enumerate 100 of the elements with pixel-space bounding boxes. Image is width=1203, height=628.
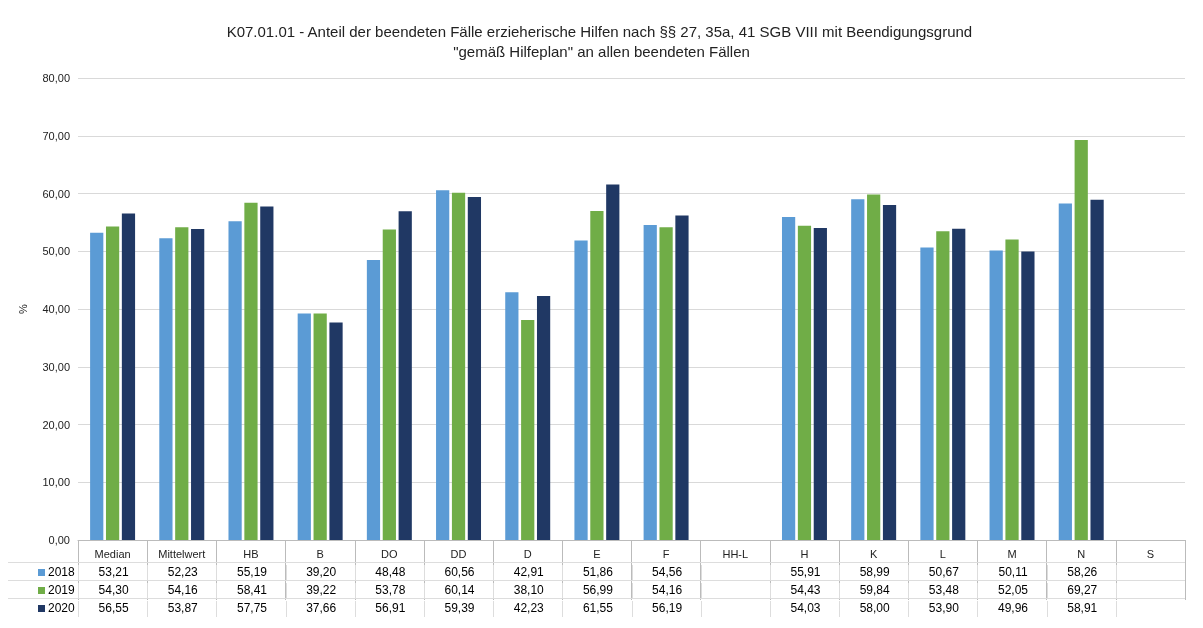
bar xyxy=(366,260,381,540)
bar xyxy=(451,192,466,540)
data-label: 39,22 xyxy=(285,583,356,599)
data-label: 48,48 xyxy=(354,565,425,581)
data-label: 50,11 xyxy=(977,565,1048,581)
x-tick-label: B xyxy=(316,547,324,560)
bar xyxy=(797,225,812,540)
y-tick-label: 70,00 xyxy=(42,129,70,142)
bar xyxy=(297,313,311,540)
bar xyxy=(505,292,519,540)
y-tick-label: 0,00 xyxy=(48,534,70,546)
bar xyxy=(813,227,827,540)
data-label: 54,03 xyxy=(769,601,841,617)
chart-title: K07.01.01 - Anteil der beendeten Fälle erzieherische Hilfen nach §§ 27, 35a, 41 SGB VIII mit Beendigungsgrund "gemäß Hilfeplan" an allen beendeten Fällen xyxy=(226,22,977,60)
data-label: 53,87 xyxy=(147,601,218,617)
bar xyxy=(398,211,412,540)
bar xyxy=(159,238,173,540)
y-tick-label: 20,00 xyxy=(42,418,70,431)
data-label: 56,55 xyxy=(78,601,149,617)
x-tick-label: Mittelwert xyxy=(158,547,206,560)
bar xyxy=(191,228,205,540)
data-label: 60,56 xyxy=(423,565,495,581)
x-tick-label: M xyxy=(1007,547,1017,560)
bar xyxy=(90,232,104,540)
data-label: 54,16 xyxy=(631,583,702,599)
y-tick-label: 10,00 xyxy=(42,476,70,489)
bar xyxy=(867,194,881,540)
data-label: 53,21 xyxy=(78,565,149,581)
data-label: 42,91 xyxy=(493,565,564,581)
bar xyxy=(606,184,620,540)
bar xyxy=(1021,251,1035,540)
bar xyxy=(1058,203,1072,540)
bar xyxy=(1074,139,1088,540)
y-tick-label: 50,00 xyxy=(42,245,70,258)
x-tick-label: K xyxy=(869,547,878,560)
bar xyxy=(675,215,689,540)
data-label: 58,26 xyxy=(1046,565,1117,581)
data-label: 59,39 xyxy=(423,601,495,617)
data-label: 50,67 xyxy=(908,565,979,581)
bar xyxy=(228,221,242,540)
bar xyxy=(882,205,897,540)
data-label: 54,16 xyxy=(147,583,218,599)
data-label: 60,14 xyxy=(423,583,495,599)
data-label: 56,99 xyxy=(562,583,633,599)
bar xyxy=(536,296,551,540)
bar xyxy=(989,250,1003,540)
y-tick-label: 40,00 xyxy=(42,303,70,315)
data-label: 58,99 xyxy=(839,565,910,581)
data-label: 53,48 xyxy=(908,583,979,599)
bar xyxy=(260,206,274,540)
x-tick-label: HB xyxy=(243,547,259,560)
data-label: 55,91 xyxy=(769,565,841,581)
data-label: 56,19 xyxy=(631,601,702,617)
bar xyxy=(574,240,588,540)
data-label: 53,90 xyxy=(908,601,979,617)
bar xyxy=(920,247,934,540)
data-label: 53,78 xyxy=(354,583,425,599)
data-label: 56,91 xyxy=(354,601,425,617)
x-tick-label: H xyxy=(800,547,809,560)
legend-label: 2020 xyxy=(48,601,75,615)
y-tick-label: 30,00 xyxy=(42,360,70,373)
data-label: 51,86 xyxy=(562,565,633,581)
data-label: 59,84 xyxy=(839,583,910,599)
data-label: 42,23 xyxy=(493,601,564,617)
y-axis-title: % xyxy=(16,303,29,314)
y-tick-label: 80,00 xyxy=(42,72,70,84)
bar xyxy=(382,229,396,540)
bar xyxy=(936,231,950,540)
data-label: 58,00 xyxy=(839,601,910,617)
bar xyxy=(781,217,796,540)
data-label: 52,05 xyxy=(977,583,1048,599)
bar xyxy=(329,322,343,540)
bar xyxy=(851,199,865,540)
bar xyxy=(1005,239,1019,540)
data-label: 52,23 xyxy=(147,565,218,581)
data-label: 39,20 xyxy=(285,565,356,581)
bar xyxy=(952,228,966,540)
data-label: 58,41 xyxy=(216,583,287,599)
x-tick-label: N xyxy=(1077,547,1086,560)
x-tick-label: Median xyxy=(94,547,131,560)
bar xyxy=(467,197,482,540)
bar xyxy=(643,224,657,540)
legend-label: 2019 xyxy=(48,583,75,597)
bar xyxy=(436,190,450,540)
x-tick-label: F xyxy=(662,547,670,560)
x-tick-label: D xyxy=(523,547,532,560)
data-label: 37,66 xyxy=(285,601,356,617)
bar xyxy=(244,202,258,540)
data-label: 54,30 xyxy=(78,583,149,599)
x-tick-label: S xyxy=(1146,547,1155,560)
data-label: 54,56 xyxy=(631,565,702,581)
bar xyxy=(1090,199,1104,540)
data-label: 69,27 xyxy=(1046,583,1117,599)
bar xyxy=(105,226,120,540)
bar xyxy=(659,227,673,540)
bar xyxy=(175,227,189,540)
data-label: 54,43 xyxy=(769,583,841,599)
data-label: 38,10 xyxy=(493,583,564,599)
data-label: 49,96 xyxy=(977,601,1048,617)
data-label: 55,19 xyxy=(216,565,287,581)
